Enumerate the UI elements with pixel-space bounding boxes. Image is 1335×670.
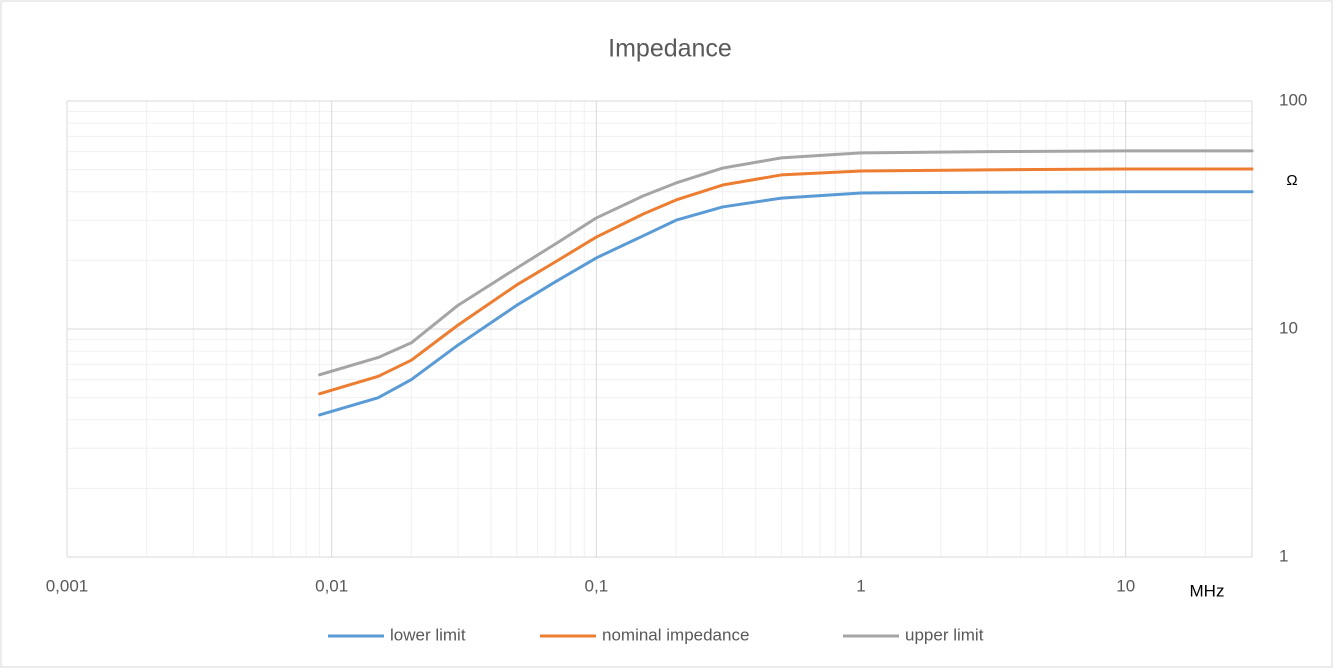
y-axis-title: Ω	[1286, 172, 1297, 189]
x-tick-label: 1	[856, 576, 865, 595]
x-tick-label: 10	[1116, 576, 1135, 595]
data-line	[318, 190, 1254, 417]
x-axis-title: MHz	[1190, 581, 1225, 600]
legend-label: nominal impedance	[602, 625, 749, 644]
x-tick-label: 0,1	[585, 576, 609, 595]
data-line	[318, 167, 1254, 396]
legend-label: lower limit	[390, 625, 466, 644]
chart-title: Impedance	[608, 35, 732, 63]
x-tick-label: 0,001	[46, 576, 89, 595]
data-line	[318, 149, 1254, 377]
legend-label: upper limit	[905, 625, 984, 644]
y-tick-label: 100	[1279, 90, 1307, 109]
y-tick-label: 1	[1279, 546, 1288, 565]
y-tick-label: 10	[1279, 318, 1298, 337]
x-tick-label: 0,01	[315, 576, 348, 595]
